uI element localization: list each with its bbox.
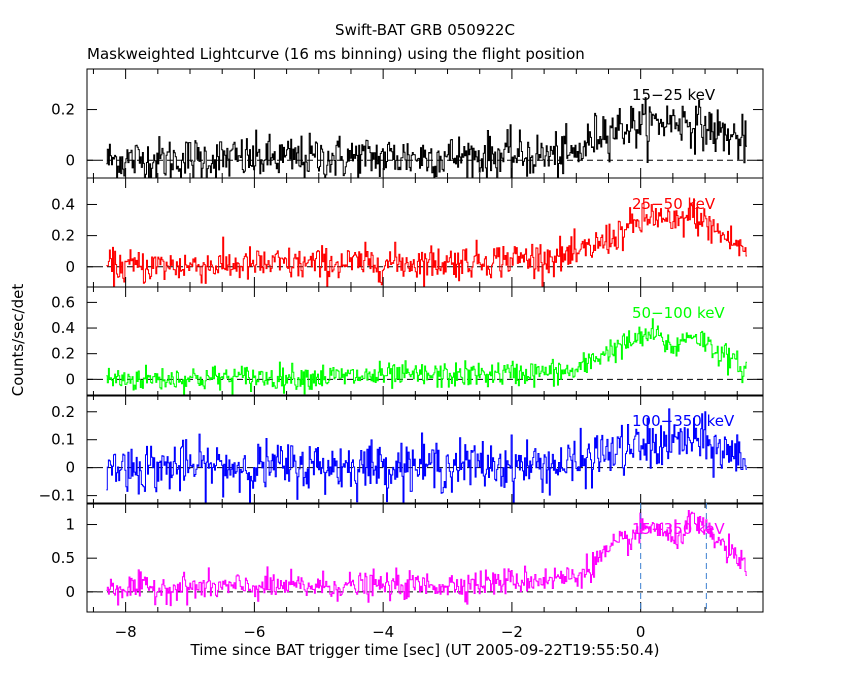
y-tick-label: 0.6: [51, 293, 75, 311]
chart-subtitle: Maskweighted Lightcurve (16 ms binning) …: [87, 45, 585, 63]
y-tick-label: 0.2: [51, 345, 75, 363]
x-tick-label: −6: [243, 623, 265, 641]
band-label: 50−100 keV: [632, 304, 725, 322]
x-tick-label: −4: [372, 623, 394, 641]
band-label: 15−25 keV: [632, 86, 716, 104]
band-label: 25−50 keV: [632, 195, 716, 213]
y-tick-label: 0.2: [51, 403, 75, 421]
y-tick-label: −0.1: [39, 487, 75, 505]
y-axis-label: Counts/sec/det: [9, 284, 27, 397]
lightcurve-50-100-keV: [106, 318, 747, 397]
y-tick-label: 0: [65, 151, 75, 169]
panel-4: 100−350 keV −0.1 0 0.1 0.2: [39, 394, 764, 505]
panel-frame: [86, 394, 764, 505]
y-tick-label: 0.1: [51, 431, 75, 449]
x-axis-label: Time since BAT trigger time [sec] (UT 20…: [190, 641, 660, 659]
panel-2: 25−50 keV 0 0.2 0.4: [51, 177, 764, 288]
lightcurve-25-50-keV: [106, 198, 747, 288]
y-tick-label: 0.4: [51, 195, 75, 213]
y-tick-label: 0.2: [51, 101, 75, 119]
panel-frame: [86, 286, 764, 397]
x-tick-label: 0: [636, 623, 646, 641]
chart-title: Swift-BAT GRB 050922C: [335, 21, 515, 39]
band-label: 100−350 keV: [632, 412, 735, 430]
y-tick-label: 0.4: [51, 319, 75, 337]
y-tick-label: 1: [65, 516, 75, 534]
x-tick-label: −2: [501, 623, 523, 641]
y-tick-label: 0: [65, 258, 75, 276]
panels-group: 15−25 keV 0 0.2 25−50 keV 0 0.2 0.4 50−100 keV 0…: [39, 68, 764, 641]
y-tick-label: 0: [65, 459, 75, 477]
panel-5: 15−350 keV 0 0.5 1: [51, 502, 764, 613]
panel-1: 15−25 keV 0 0.2: [51, 68, 764, 179]
y-tick-label: 0: [65, 370, 75, 388]
lightcurve-15-25-keV: [106, 97, 747, 179]
lightcurve-15-350-keV: [106, 510, 747, 607]
panel-3: 50−100 keV 0 0.2 0.4 0.6: [51, 286, 764, 397]
lightcurve-100-350-keV: [106, 408, 747, 505]
y-tick-label: 0.5: [51, 549, 75, 567]
x-tick-label: −8: [115, 623, 137, 641]
y-tick-label: 0: [65, 583, 75, 601]
band-label: 15−350 keV: [632, 520, 725, 538]
y-tick-label: 0.2: [51, 227, 75, 245]
panel-frame: [86, 502, 764, 613]
